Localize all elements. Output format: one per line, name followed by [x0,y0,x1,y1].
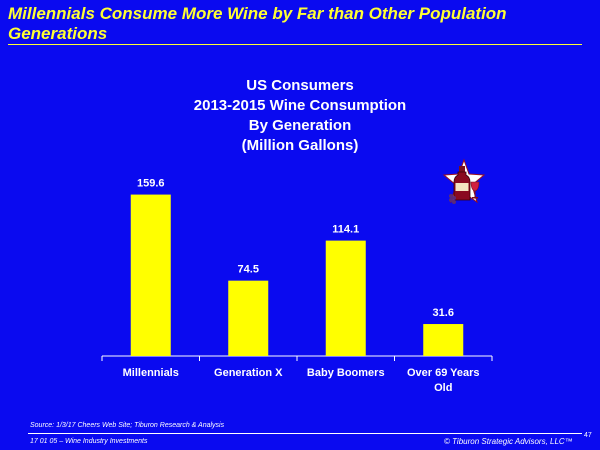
chart-title: US Consumers 2013-2015 Wine Consumption … [150,76,450,156]
x-tick-label: Generation X [214,367,283,379]
slide-title-line2: Generations [8,24,108,43]
bar [228,280,269,356]
wine-bottle-icon [442,158,486,204]
copyright-text: © Tiburon Strategic Advisors, LLC™ [444,437,573,446]
title-divider [8,44,582,45]
x-tick-label: Old [434,382,452,394]
chart-title-line: By Generation [248,117,352,134]
chart-title-line: US Consumers [246,77,354,94]
footer-divider [28,433,582,434]
page-number: 47 [584,432,592,439]
x-tick-label: Baby Boomers [307,367,385,379]
data-label: 114.1 [332,224,359,236]
footer-left-text: 17 01 05 – Wine Industry Investments [30,438,148,445]
data-label: 159.6 [137,178,165,190]
bar [130,194,171,356]
data-label: 74.5 [238,264,259,276]
chart-title-line: (Million Gallons) [241,137,359,154]
bar [325,240,366,356]
slide-title-line1: Millennials Consume More Wine by Far tha… [8,4,507,23]
source-note: Source: 1/3/17 Cheers Web Site; Tiburon … [30,422,225,429]
bar [423,324,464,356]
chart-title-line: 2013-2015 Wine Consumption [193,97,407,114]
data-label: 31.6 [433,307,454,319]
x-tick-label: Over 69 Years [407,367,480,379]
slide-title: Millennials Consume More Wine by Far tha… [8,4,588,44]
x-tick-label: Millennials [123,367,179,379]
